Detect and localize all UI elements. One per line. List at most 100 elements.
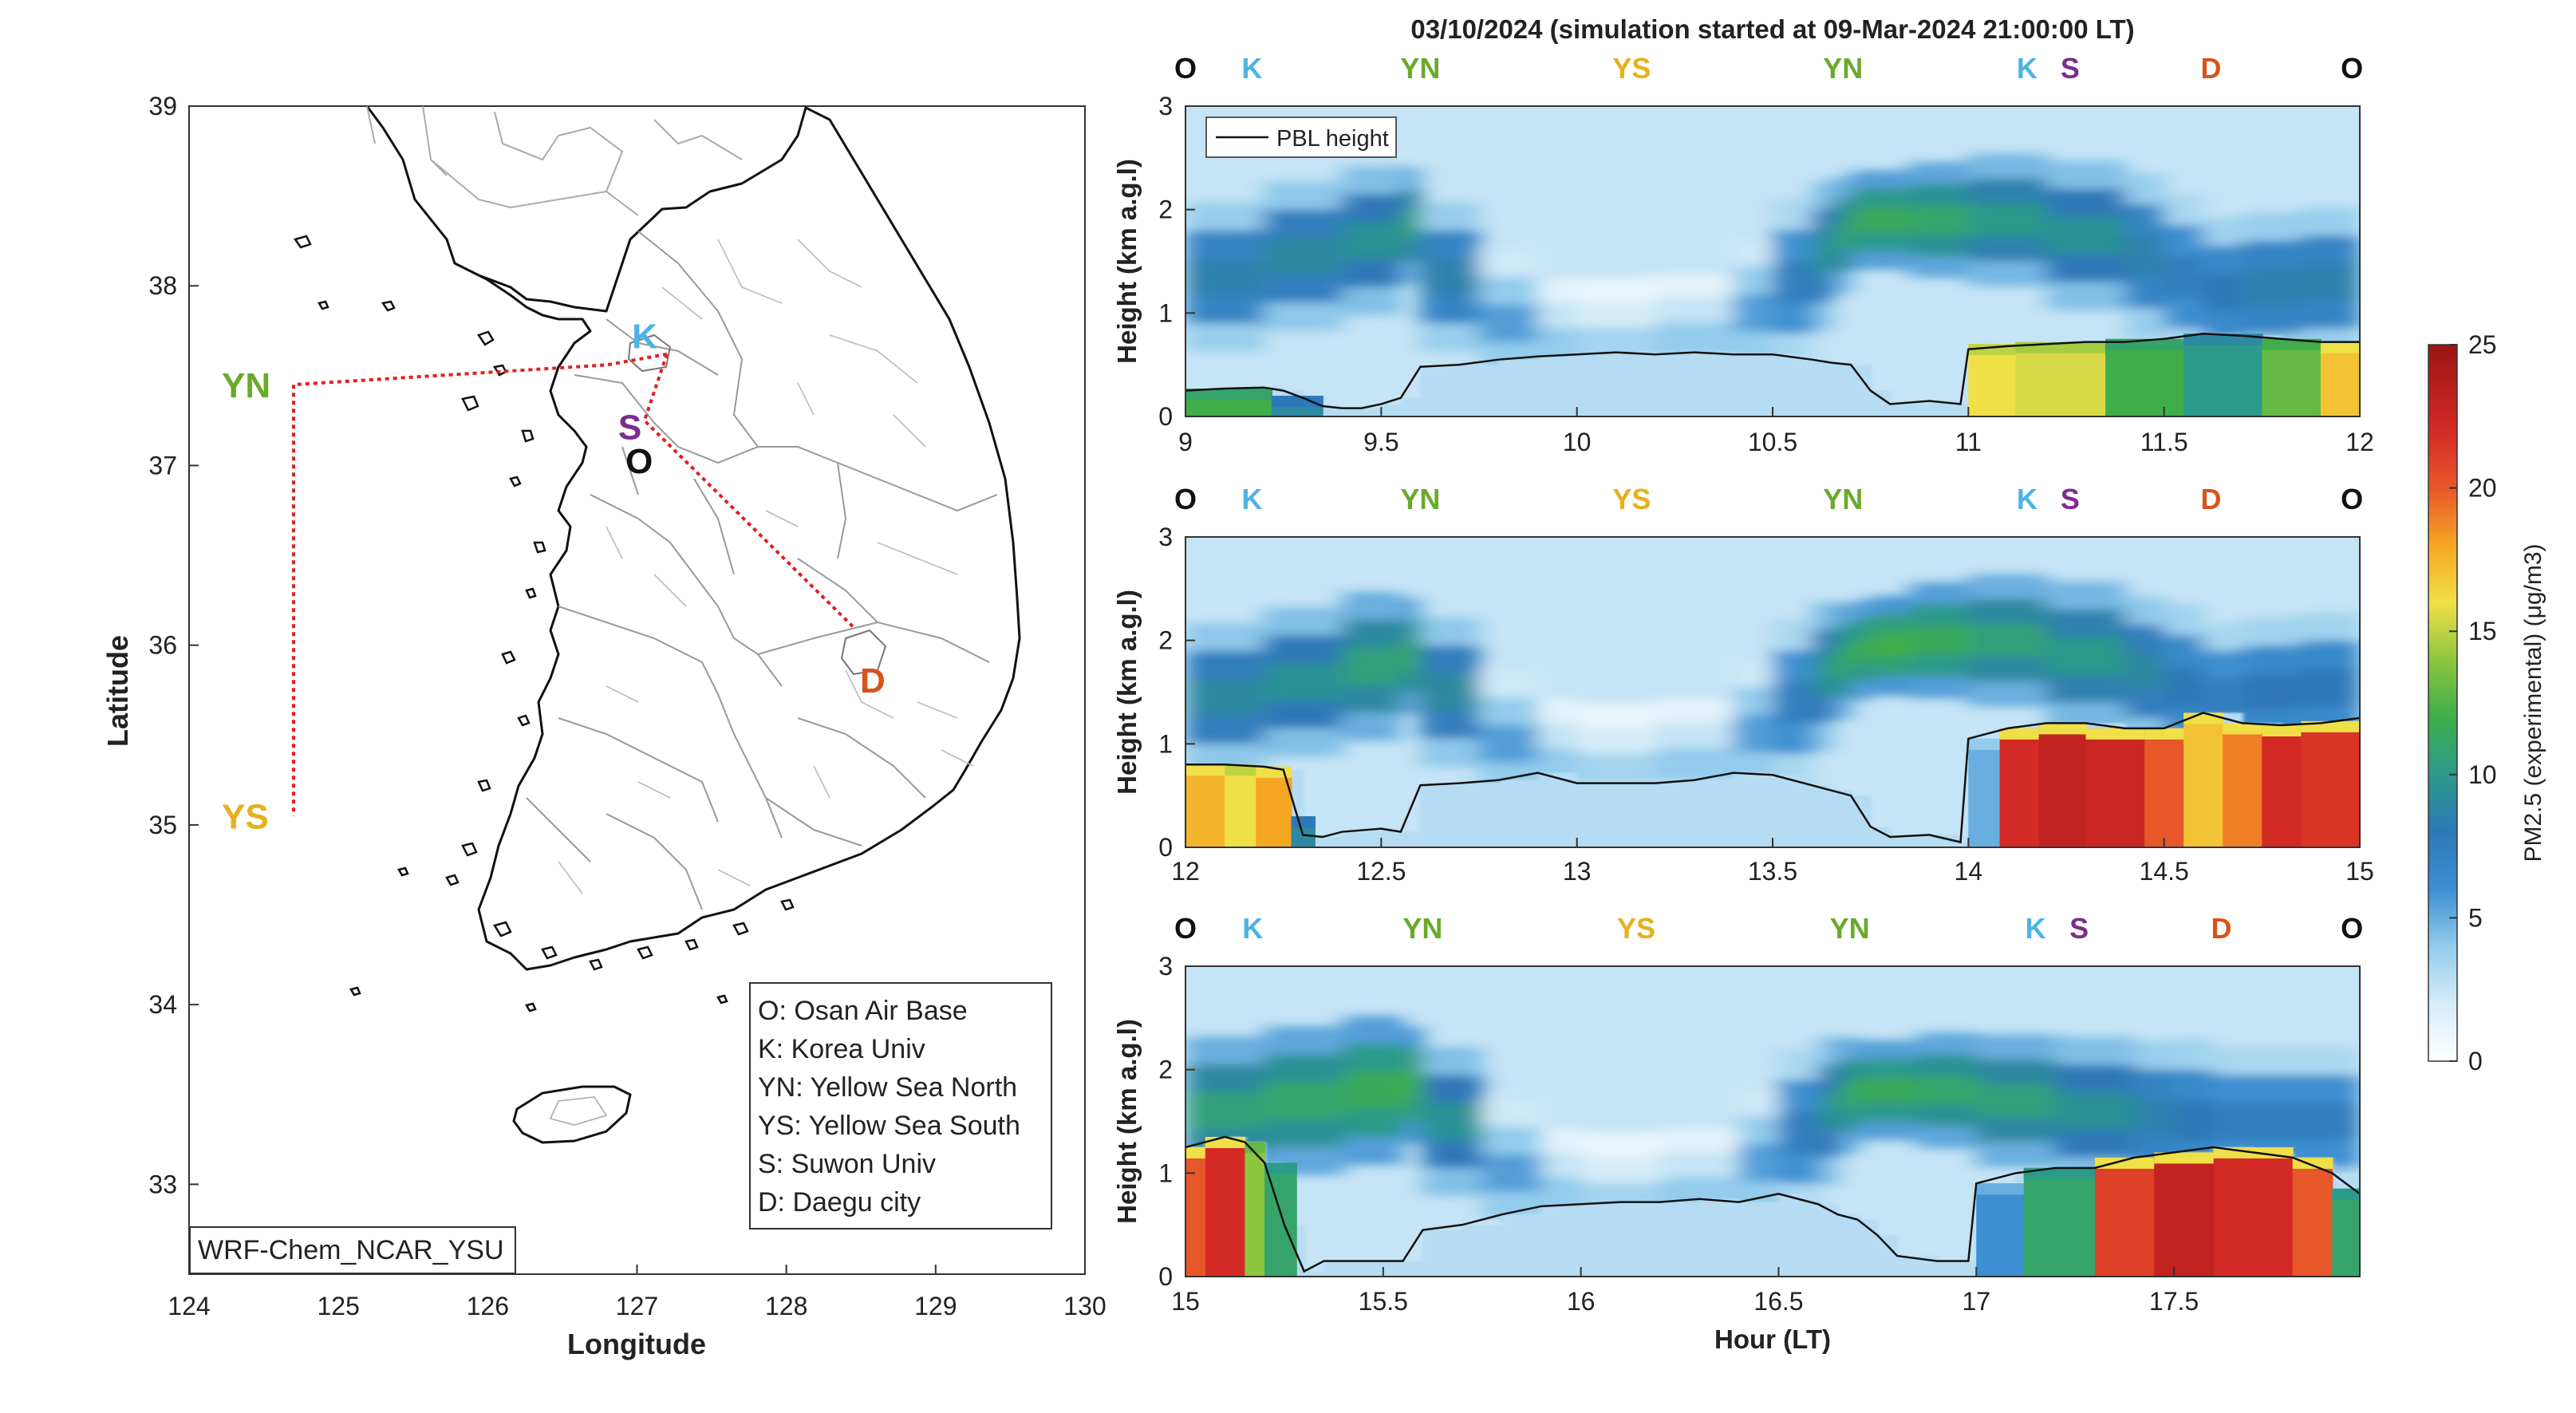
site-label-k: K [1241, 483, 1262, 515]
polluted-cell-top [2038, 723, 2087, 735]
polluted-cell [2015, 341, 2107, 416]
polluted-cell-top [1185, 764, 1226, 776]
site-label-d: D [2201, 483, 2222, 515]
boundary-layer-cell [1870, 827, 1892, 847]
aloft-cell-core [1909, 205, 1970, 235]
site-label-k: K [1241, 52, 1262, 85]
y-tick-label: 0 [1158, 1262, 1173, 1291]
aloft-cell-core [1916, 1076, 1978, 1105]
aloft-cell-core [1773, 261, 1813, 303]
boundary-layer-cell [1342, 831, 1383, 847]
boundary-layer-cell [1929, 835, 1962, 847]
colorbar: 0 5 10 15 20 25 PM2.5 (experimental) (μg/m3) [2428, 330, 2546, 1076]
polluted-cell [1245, 1142, 1266, 1277]
aloft-cell-core [2203, 678, 2243, 716]
korea-basemap [293, 106, 1021, 1144]
jeju-inner [549, 1096, 608, 1126]
aloft-cell-core [1185, 678, 1265, 716]
boundary-layer-cell [1400, 397, 1422, 416]
flight-route-west [292, 352, 668, 816]
model-label-box [189, 1226, 516, 1274]
boundary-layer-cell [1537, 772, 1578, 847]
aloft-cell-core [1479, 724, 1539, 763]
polluted-cell [1225, 764, 1257, 847]
map-x-tick-label: 127 [616, 1292, 658, 1320]
boundary-layer-cell [1960, 404, 1970, 416]
aloft-cell-core [1576, 753, 1656, 787]
boundary-layer-cell [1459, 365, 1500, 416]
boundary-layer-cell [1857, 1219, 1879, 1277]
aloft-cell-core [2253, 1103, 2314, 1140]
map-ticks: 124 125 126 127 128 129 130 33 34 35 36 37 38 39 [148, 92, 1106, 1320]
polluted-cell-top [2332, 1188, 2360, 1200]
hour-x-label: Hour (LT) [1714, 1324, 1831, 1354]
aloft-cell-core [1655, 322, 1734, 356]
boundary-layer-cell [1324, 1261, 1345, 1277]
aloft-cell-core [1733, 715, 1773, 752]
boundary-layer-cell [1400, 831, 1422, 847]
polluted-cell-top [1245, 1142, 1266, 1154]
y-axis-label: Height (km a.g.l) [1112, 1019, 1142, 1224]
boundary-layer-cell [1773, 775, 1813, 847]
aloft-cell-core [2203, 274, 2243, 311]
boundary-layer-cell [1890, 837, 1931, 847]
aloft-cell-core [2164, 666, 2204, 708]
boundary-layer-cell [1620, 1202, 1661, 1277]
x-tick-label: 12 [2345, 428, 2374, 456]
colorbar-ticks: 0 5 10 15 20 25 [2449, 330, 2497, 1076]
polluted-cell [2223, 723, 2263, 847]
aloft-cell-core [1877, 1078, 1918, 1103]
site-label-s: S [2061, 52, 2080, 85]
colorbar-tick-label: 0 [2468, 1047, 2483, 1076]
polluted-cell-top [1185, 388, 1272, 400]
polluted-cell [1185, 1147, 1206, 1277]
boundary-layer-cell [1968, 1261, 1978, 1277]
map-y-tick-label: 37 [148, 451, 177, 480]
aloft-cell-core [1976, 1083, 2057, 1118]
pbl-legend-label: PBL height [1276, 126, 1389, 152]
polluted-cell [1205, 1136, 1246, 1277]
boundary-layer-cell [1420, 785, 1461, 847]
boundary-layer-cell [1936, 1261, 1970, 1277]
y-tick-label: 3 [1158, 952, 1173, 981]
aloft-cell-core [2301, 668, 2360, 706]
boundary-layer-cell [1537, 356, 1578, 416]
aloft-cell-core [1738, 1144, 1780, 1182]
polluted-cell [1976, 1183, 2025, 1277]
jeju-island [512, 1085, 632, 1144]
map-site-k: K [632, 318, 657, 357]
colorbar-label: PM2.5 (experimental) (μg/m3) [2520, 543, 2546, 862]
boundary-layer-cell [1381, 828, 1402, 847]
aloft-cell-core [1773, 681, 1813, 724]
boundary-layer-cell [1576, 783, 1617, 847]
site-label-ys: YS [1617, 912, 1655, 945]
boundary-layer-cell [1541, 1206, 1582, 1277]
polluted-cell [2292, 1157, 2333, 1277]
pbl-height-line [1185, 1135, 2360, 1273]
boundary-layer-cell [1877, 1235, 1899, 1277]
aloft-cell-core [2174, 1100, 2215, 1143]
aloft-cell-core [1422, 1103, 1483, 1140]
polluted-cell-top [2154, 1152, 2215, 1164]
polluted-cell-top [1976, 1183, 2025, 1195]
colorbar-gradient [2428, 344, 2458, 1062]
aloft-cell-core [1778, 1111, 1819, 1153]
boundary-layer-cell [1580, 1204, 1622, 1277]
aloft-cell-core [1831, 646, 1852, 676]
boundary-layer-cell [1870, 390, 1892, 416]
boundary-layer-cell [1694, 780, 1734, 847]
map-x-label: Longitude [567, 1328, 706, 1360]
polluted-boundary-layer [1185, 334, 2360, 416]
y-tick-label: 3 [1158, 92, 1173, 120]
site-label-yn: YN [1400, 483, 1440, 515]
site-label-d: D [2211, 912, 2232, 945]
boundary-layer-cell [1459, 783, 1500, 847]
aloft-cell-core [1420, 673, 1480, 711]
y-tick-label: 1 [1158, 1158, 1173, 1187]
x-tick-label: 17.5 [2149, 1287, 2199, 1316]
aloft-cell-core [1342, 222, 1402, 259]
polluted-cell [2183, 334, 2263, 416]
polluted-cell-top [1999, 728, 2040, 740]
polluted-cell-top [2223, 723, 2263, 735]
